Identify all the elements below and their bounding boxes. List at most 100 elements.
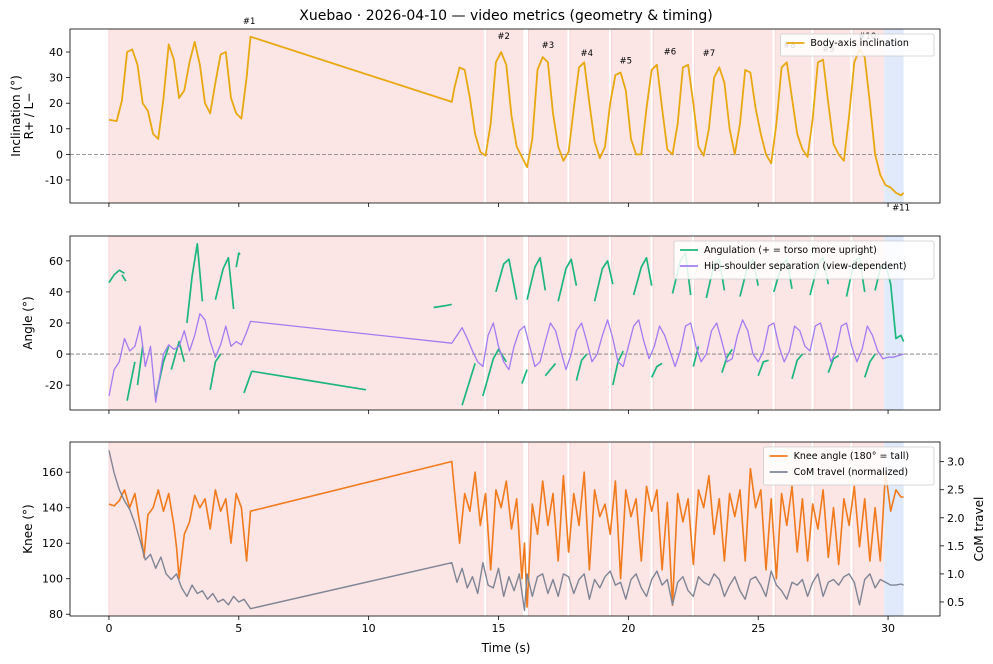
series-line [632, 256, 653, 296]
rep-annotation: #4 [581, 49, 594, 59]
series-line [526, 256, 547, 300]
y-right-axis-label: CoM travel [972, 497, 986, 562]
series-line [521, 369, 528, 384]
y-tick-label: 60 [49, 255, 63, 268]
series-line [544, 362, 557, 377]
y-tick-label: 100 [42, 573, 63, 586]
phase-span [569, 236, 609, 410]
legend-box [763, 446, 935, 486]
series-line [495, 258, 518, 300]
y-axis-label: Angle (°) [21, 296, 35, 349]
phase-span [486, 29, 524, 203]
axes-frame [69, 28, 941, 204]
y-tick-label: 160 [42, 466, 63, 479]
legend: Angulation (+ = torso more upright) Hip–s… [673, 240, 935, 280]
rep-annotation: #1 [243, 17, 256, 27]
y-tick-label: 20 [49, 317, 63, 330]
phase-span [775, 29, 812, 203]
y-right-tick-label: 1.5 [947, 540, 965, 553]
legend-label: Angulation (+ = torso more upright) [704, 245, 877, 256]
legend: Knee angle (180° = tall) CoM travel (norm… [763, 446, 935, 486]
legend-box [780, 33, 935, 57]
end-span [884, 29, 904, 203]
y-tick-label: 80 [49, 608, 63, 621]
series-line [170, 340, 186, 370]
series-line [121, 274, 127, 282]
phase-span [653, 29, 692, 203]
series-line [757, 359, 769, 377]
y-tick-label: 0 [56, 148, 63, 161]
series-line [557, 258, 578, 302]
axes-frame [69, 441, 941, 617]
y-right-tick-label: 1.0 [947, 568, 965, 581]
phase-span [814, 29, 851, 203]
end-span [884, 442, 904, 616]
phase-span [108, 236, 485, 410]
rep-annotation: #7 [703, 49, 716, 59]
x-tick-label: 30 [881, 622, 895, 635]
phase-span [611, 29, 651, 203]
y-axis-label: R+ / L− [22, 93, 36, 140]
legend-label: CoM travel (normalized) [794, 467, 908, 478]
series-line [108, 35, 905, 197]
y-tick-label: 20 [49, 97, 63, 110]
series-line [108, 313, 904, 403]
series-line [243, 370, 253, 394]
knee-panel: 0 5 10 15 20 25 30 80 100 120 140 160 0.5 1.0 1.5 2.0 2.… [21, 441, 986, 635]
series-line [136, 346, 144, 386]
phase-span [528, 236, 568, 410]
y-tick-label: 40 [49, 46, 63, 59]
y-axis-label: Inclination (°) [9, 75, 23, 157]
x-axis-label: Time (s) [481, 641, 531, 655]
series-line [126, 361, 136, 401]
x-tick-label: 20 [621, 622, 635, 635]
y-tick-label: 30 [49, 72, 63, 85]
series-line [575, 353, 588, 381]
inclination-panel: -10 0 10 20 30 40 Inclination (°) R+ / L− #1 #2 #3… [9, 17, 941, 214]
phase-span [853, 29, 885, 203]
rep-annotation: #5 [619, 57, 632, 67]
series-line [863, 353, 876, 378]
series-line [650, 362, 663, 378]
y-tick-label: 40 [49, 286, 63, 299]
legend-label: Body-axis inclination [810, 38, 909, 49]
series-line [482, 348, 508, 397]
phase-span [108, 442, 485, 616]
x-tick-label: 0 [105, 622, 112, 635]
y-axis-label: Knee (°) [21, 504, 35, 553]
x-tick-label: 15 [492, 622, 506, 635]
phase-span [569, 29, 609, 203]
legend-label: Knee angle (180° = tall) [794, 451, 909, 462]
series-line [209, 353, 222, 390]
series-line [108, 460, 904, 608]
series-line [214, 256, 235, 310]
series-line [433, 303, 452, 309]
legend-label: Hip–shoulder separation (view-dependent) [704, 261, 907, 272]
rep-annotation: #3 [542, 41, 555, 51]
y-right-tick-label: 2.0 [947, 512, 965, 525]
y-tick-label: 0 [56, 348, 63, 361]
phase-span [694, 29, 773, 203]
rep-annotation: #6 [664, 48, 677, 58]
series-line [461, 363, 476, 406]
y-tick-label: -10 [45, 174, 63, 187]
series-line [108, 269, 125, 284]
x-tick-label: 5 [235, 622, 242, 635]
x-tick-label: 10 [362, 622, 376, 635]
rep-annotation: #2 [497, 32, 510, 42]
y-right-tick-label: 3.0 [947, 456, 965, 469]
phase-span [611, 236, 651, 410]
series-line [235, 252, 241, 268]
series-line [593, 260, 614, 302]
series-line [721, 348, 733, 373]
figure-title: Xuebao · 2026-04-10 — video metrics (geo… [299, 8, 713, 24]
y-tick-label: -20 [45, 379, 63, 392]
legend: Body-axis inclination [780, 33, 935, 57]
phase-span [694, 442, 773, 616]
legend-box [673, 240, 935, 280]
y-tick-label: 10 [49, 123, 63, 136]
phase-span [108, 29, 485, 203]
y-tick-label: 140 [42, 502, 63, 515]
x-tick-label: 25 [751, 622, 765, 635]
series-line [827, 354, 840, 373]
